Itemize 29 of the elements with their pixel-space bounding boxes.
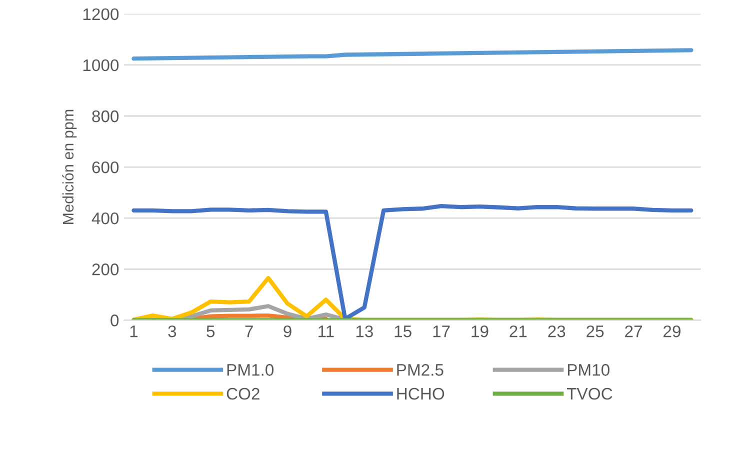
- y-tick-label: 0: [110, 314, 119, 326]
- x-tick-label: 5: [206, 326, 215, 338]
- legend-label: TVOC: [566, 388, 612, 400]
- legend-label: PM10: [568, 364, 610, 376]
- x-tick-label: 11: [318, 326, 334, 338]
- y-axis-title: Medición en ppm: [62, 110, 77, 224]
- x-tick-label: 1: [130, 326, 138, 338]
- x-tick-label: 13: [356, 325, 373, 338]
- legend-label: PM2.5: [397, 364, 444, 376]
- y-tick-label: 400: [92, 212, 119, 224]
- legend-label: CO2: [226, 388, 260, 400]
- legend-label: PM1.0: [227, 364, 274, 376]
- x-tick-label: 19: [472, 325, 488, 338]
- x-tick-label: 23: [548, 325, 566, 338]
- y-tick-label: 200: [92, 264, 119, 276]
- x-tick-label: 21: [510, 325, 527, 338]
- legend-label: HCHO: [397, 388, 444, 400]
- y-tick-label: 1000: [83, 59, 119, 72]
- x-tick-label: 29: [664, 325, 680, 338]
- x-tick-label: 27: [625, 325, 642, 338]
- x-tick-label: 7: [245, 326, 253, 338]
- y-tick-label: 1200: [83, 8, 119, 20]
- y-tick-label: 600: [92, 161, 119, 174]
- x-tick-label: 9: [284, 325, 292, 338]
- x-tick-label: 3: [168, 325, 176, 338]
- x-tick-label: 15: [394, 326, 412, 338]
- x-tick-label: 17: [433, 326, 450, 338]
- y-tick-label: 800: [92, 110, 119, 122]
- x-tick-label: 25: [586, 325, 604, 338]
